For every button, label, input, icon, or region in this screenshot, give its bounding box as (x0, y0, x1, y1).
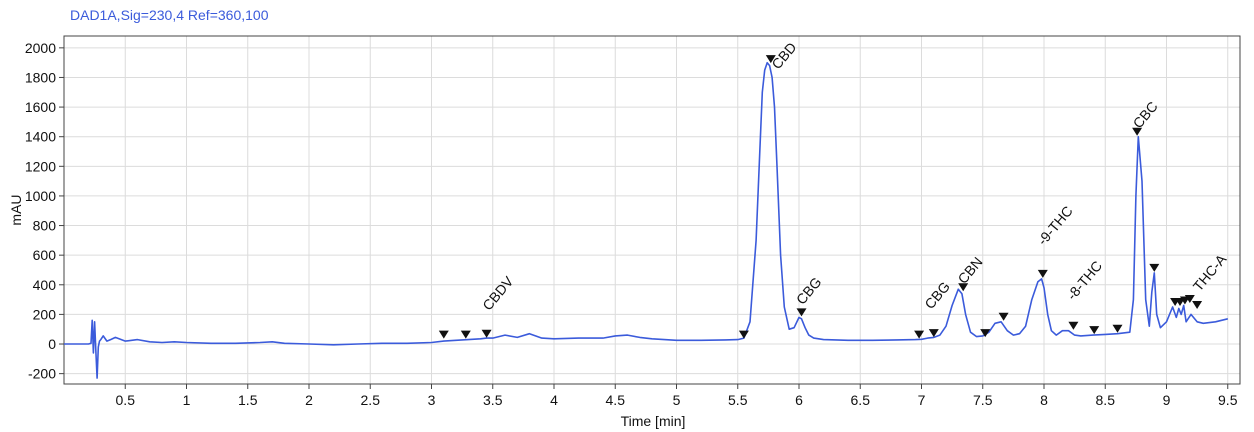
x-tick-label: 6 (795, 392, 803, 408)
peak-marker (481, 329, 492, 338)
peak-marker (460, 330, 471, 339)
peak-marker (980, 329, 991, 338)
peak-marker (1112, 324, 1123, 333)
peak-marker (796, 308, 807, 317)
x-tick-label: 0.5 (116, 392, 136, 408)
x-tick-label: 4.5 (606, 392, 626, 408)
x-tick-label: 7 (918, 392, 926, 408)
y-tick-label: 0 (48, 336, 56, 352)
y-axis-title: mAU (8, 194, 24, 225)
x-tick-label: 1.5 (238, 392, 258, 408)
peak-marker (1149, 263, 1160, 272)
chromatogram-trace (64, 61, 1228, 379)
x-axis-title: Time [min] (621, 413, 686, 429)
peak-marker (914, 330, 925, 339)
x-tick-label: 5 (673, 392, 681, 408)
peak-marker (998, 312, 1009, 321)
y-tick-label: 1000 (25, 188, 56, 204)
y-tick-label: 1600 (25, 99, 56, 115)
x-tick-label: 6.5 (851, 392, 871, 408)
x-tick-label: 3 (428, 392, 436, 408)
x-tick-label: 8 (1040, 392, 1048, 408)
peak-marker (1037, 269, 1048, 278)
peak-marker (765, 55, 776, 64)
peak-marker (928, 329, 939, 338)
y-tick-label: 1400 (25, 129, 56, 145)
y-tick-label: 1800 (25, 69, 56, 85)
plot-frame (63, 35, 1241, 385)
y-tick-label: 800 (33, 218, 57, 234)
y-tick-label: 400 (33, 277, 57, 293)
x-tick-label: 5.5 (728, 392, 748, 408)
peak-marker (1089, 326, 1100, 335)
x-tick-label: 8.5 (1096, 392, 1116, 408)
peak-marker (1068, 321, 1079, 330)
peak-marker (1192, 301, 1203, 309)
peak-marker (738, 330, 749, 339)
y-tick-label: 200 (33, 306, 57, 322)
peak-marker (1184, 295, 1195, 303)
x-tick-label: 3.5 (483, 392, 503, 408)
peak-marker (1132, 127, 1143, 136)
grid (64, 36, 1240, 384)
y-tick-label: 1200 (25, 158, 56, 174)
x-tick-label: 2.5 (361, 392, 381, 408)
x-tick-label: 2 (305, 392, 313, 408)
peak-marker (958, 283, 969, 292)
x-tick-label: 4 (550, 392, 558, 408)
signal-title: DAD1A,Sig=230,4 Ref=360,100 (70, 7, 269, 23)
y-axis-ticks: -200 0 200 400 600 800 1000 1200 1400 1600 1800 200… (25, 40, 64, 382)
y-tick-label: 2000 (25, 40, 56, 56)
x-axis-ticks: 0.5 1 1.5 2 2.5 3 3.5 4 4.5 5 5.5 6 6.5 7 7.5 8 8.5 9 9.5 (116, 384, 1238, 408)
y-tick-label: -200 (28, 366, 56, 382)
peak-markers (438, 55, 1203, 339)
x-tick-label: 9 (1163, 392, 1171, 408)
x-tick-label: 9.5 (1218, 392, 1238, 408)
y-tick-label: 600 (33, 247, 57, 263)
x-tick-label: 7.5 (973, 392, 993, 408)
x-tick-label: 1 (183, 392, 191, 408)
peak-marker (438, 330, 449, 339)
